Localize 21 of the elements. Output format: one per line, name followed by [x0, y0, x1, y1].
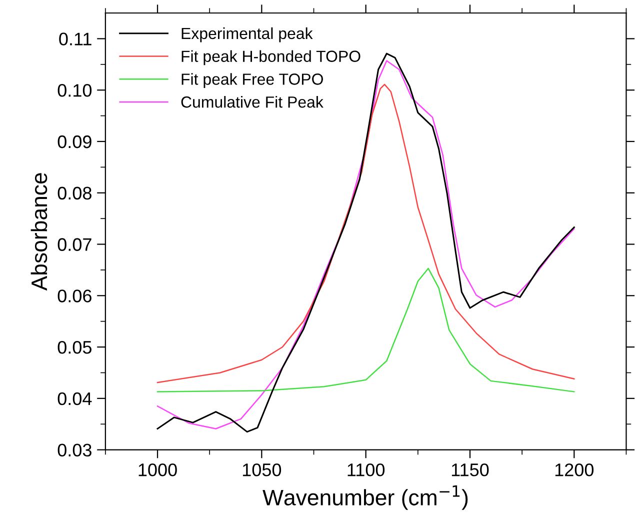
y-tick-label: 0.04 — [58, 392, 92, 406]
x-tick-label: 1000 — [138, 463, 177, 476]
x-axis-title: Wavenumber (cm$^{−1}$) — [262, 485, 468, 510]
y-tick-label: 0.10 — [58, 84, 92, 97]
legend-label: Experimental peak — [182, 27, 313, 42]
legend-label: Cumulative Fit Peak — [181, 96, 324, 108]
x-tick-label: 1200 — [555, 463, 594, 476]
legend-label: Fit peak H-bonded TOPO — [182, 50, 360, 66]
line-series — [156, 268, 575, 392]
x-tick-label: 1050 — [242, 463, 282, 476]
y-tick-label: 0.07 — [58, 238, 92, 251]
x-tick-label: 1100 — [348, 463, 385, 476]
legend-label: Fit peak Free TOPO — [182, 73, 323, 88]
y-tick-label: 0.05 — [58, 340, 92, 354]
y-tick-label: 0.06 — [58, 290, 92, 302]
x-tick-label: 1150 — [452, 463, 489, 476]
y-tick-label: 0.08 — [58, 186, 92, 200]
y-axis-title: Absorbance — [30, 173, 48, 291]
y-tick-label: 0.11 — [59, 32, 92, 46]
y-tick-label: 0.03 — [58, 444, 92, 457]
y-tick-label: 0.09 — [58, 135, 92, 148]
